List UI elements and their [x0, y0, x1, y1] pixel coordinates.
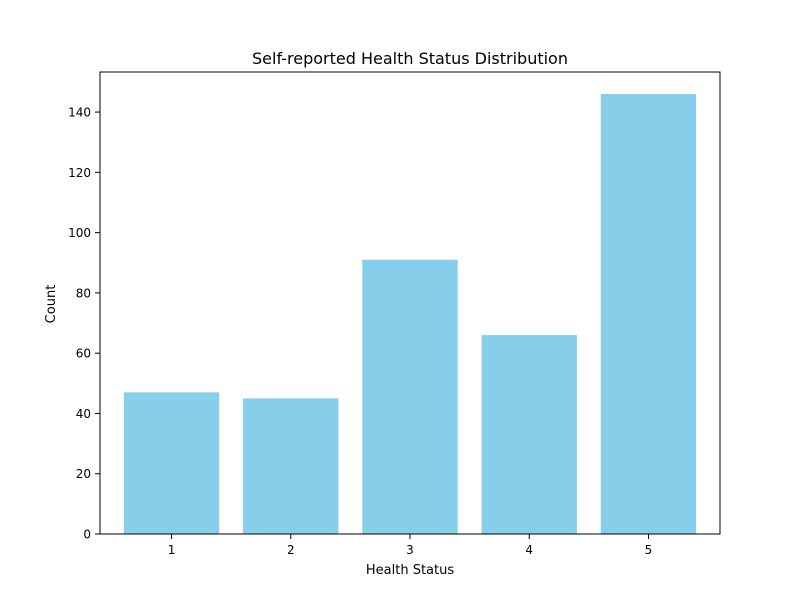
- bar-1: [123, 392, 220, 534]
- axes-layer: 1 2 3 4 5 0 20 40 60 80 100 120 140: [68, 71, 721, 557]
- x-axis-label: Health Status: [366, 563, 454, 578]
- y-tick-label-140: 140: [68, 106, 91, 120]
- y-tick-label-60: 60: [76, 347, 91, 361]
- y-tick-label-20: 20: [76, 467, 91, 481]
- x-tick-label-3: 3: [406, 543, 414, 557]
- y-tick-label-40: 40: [76, 407, 91, 421]
- x-tick-label-4: 4: [525, 543, 533, 557]
- y-tick-label-80: 80: [76, 286, 91, 300]
- x-tick-label-1: 1: [168, 543, 176, 557]
- y-axis-label: Count: [44, 285, 59, 324]
- y-tick-label-100: 100: [68, 226, 91, 240]
- chart-title: Self-reported Health Status Distribution: [252, 49, 568, 68]
- x-tick-label-5: 5: [645, 543, 653, 557]
- bars-layer: [123, 94, 697, 534]
- bar-5: [600, 94, 697, 534]
- bar-2: [243, 398, 339, 534]
- y-tick-label-120: 120: [68, 166, 91, 180]
- y-tick-label-0: 0: [83, 528, 91, 542]
- x-tick-label-2: 2: [287, 543, 295, 557]
- bar-3: [362, 259, 458, 534]
- bar-4: [481, 335, 577, 534]
